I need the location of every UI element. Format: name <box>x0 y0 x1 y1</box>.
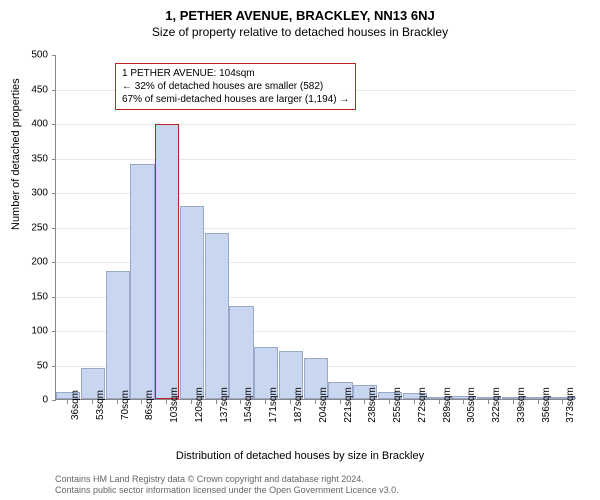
xtick-label: 356sqm <box>541 387 552 423</box>
xtick-mark <box>265 400 266 404</box>
histogram-bar <box>130 164 154 399</box>
credit-line-1: Contains HM Land Registry data © Crown c… <box>55 474 399 485</box>
histogram-bar <box>205 233 229 399</box>
xtick-label: 289sqm <box>442 387 453 423</box>
ytick-mark <box>52 90 56 91</box>
xtick-mark <box>439 400 440 404</box>
xtick-mark <box>67 400 68 404</box>
ytick-mark <box>52 366 56 367</box>
ytick-label: 0 <box>0 395 48 406</box>
ytick-label: 500 <box>0 50 48 61</box>
ytick-mark <box>52 262 56 263</box>
ytick-label: 250 <box>0 222 48 233</box>
xtick-label: 171sqm <box>268 387 279 423</box>
gridline <box>56 159 575 160</box>
ytick-mark <box>52 400 56 401</box>
xtick-mark <box>191 400 192 404</box>
xtick-label: 305sqm <box>466 387 477 423</box>
ytick-label: 400 <box>0 119 48 130</box>
xtick-label: 53sqm <box>95 390 106 420</box>
ytick-mark <box>52 159 56 160</box>
xtick-mark <box>216 400 217 404</box>
xtick-label: 120sqm <box>194 387 205 423</box>
xtick-label: 187sqm <box>293 387 304 423</box>
xtick-label: 36sqm <box>70 390 81 420</box>
xtick-label: 70sqm <box>120 390 131 420</box>
ytick-label: 200 <box>0 257 48 268</box>
histogram-bar-highlight <box>155 124 179 399</box>
xtick-mark <box>364 400 365 404</box>
ytick-mark <box>52 331 56 332</box>
histogram-bar <box>229 306 253 399</box>
ytick-mark <box>52 193 56 194</box>
ytick-label: 100 <box>0 326 48 337</box>
xtick-mark <box>240 400 241 404</box>
xtick-label: 86sqm <box>144 390 155 420</box>
ytick-label: 300 <box>0 188 48 199</box>
ytick-mark <box>52 297 56 298</box>
ytick-mark <box>52 228 56 229</box>
xtick-mark <box>538 400 539 404</box>
credit-line-2: Contains public sector information licen… <box>55 485 399 496</box>
xtick-mark <box>166 400 167 404</box>
xtick-mark <box>513 400 514 404</box>
xtick-label: 204sqm <box>318 387 329 423</box>
xtick-mark <box>290 400 291 404</box>
callout-line-2: ← 32% of detached houses are smaller (58… <box>122 80 349 93</box>
callout-line-3: 67% of semi-detached houses are larger (… <box>122 93 349 106</box>
xtick-label: 238sqm <box>367 387 378 423</box>
ytick-label: 450 <box>0 84 48 95</box>
callout-line-1: 1 PETHER AVENUE: 104sqm <box>122 67 349 80</box>
xtick-mark <box>92 400 93 404</box>
xtick-label: 322sqm <box>491 387 502 423</box>
xtick-mark <box>340 400 341 404</box>
xtick-label: 221sqm <box>343 387 354 423</box>
chart-subtitle: Size of property relative to detached ho… <box>0 23 600 39</box>
ytick-label: 150 <box>0 291 48 302</box>
ytick-label: 50 <box>0 360 48 371</box>
xtick-mark <box>414 400 415 404</box>
chart-title: 1, PETHER AVENUE, BRACKLEY, NN13 6NJ <box>0 0 600 23</box>
gridline <box>56 124 575 125</box>
xtick-label: 339sqm <box>516 387 527 423</box>
xtick-mark <box>315 400 316 404</box>
xtick-mark <box>141 400 142 404</box>
xtick-mark <box>463 400 464 404</box>
chart-plot-area: 1 PETHER AVENUE: 104sqm ← 32% of detache… <box>55 55 575 400</box>
histogram-bar <box>106 271 130 399</box>
histogram-bar <box>180 206 204 399</box>
xtick-label: 272sqm <box>417 387 428 423</box>
xtick-label: 137sqm <box>219 387 230 423</box>
xtick-mark <box>488 400 489 404</box>
x-axis-label: Distribution of detached houses by size … <box>0 450 600 462</box>
ytick-label: 350 <box>0 153 48 164</box>
ytick-mark <box>52 124 56 125</box>
xtick-mark <box>562 400 563 404</box>
xtick-label: 154sqm <box>243 387 254 423</box>
xtick-label: 103sqm <box>169 387 180 423</box>
credit-block: Contains HM Land Registry data © Crown c… <box>55 474 399 496</box>
xtick-label: 373sqm <box>565 387 576 423</box>
highlight-callout: 1 PETHER AVENUE: 104sqm ← 32% of detache… <box>115 63 356 110</box>
xtick-label: 255sqm <box>392 387 403 423</box>
xtick-mark <box>389 400 390 404</box>
xtick-mark <box>117 400 118 404</box>
ytick-mark <box>52 55 56 56</box>
